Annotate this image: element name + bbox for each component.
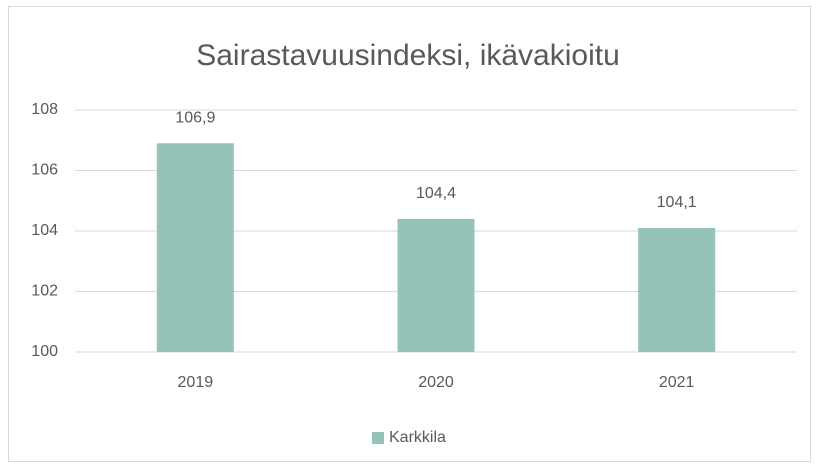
- x-tick-label: 2019: [178, 374, 214, 391]
- bar: [397, 218, 475, 352]
- chart-title: Sairastavuusindeksi, ikävakioitu: [196, 39, 620, 72]
- data-label: 104,1: [657, 194, 697, 211]
- data-label: 106,9: [175, 109, 215, 126]
- x-tick-label: 2021: [659, 374, 695, 391]
- x-tick-label: 2020: [418, 374, 454, 391]
- bar: [156, 143, 234, 352]
- y-tick-label: 108: [31, 101, 58, 118]
- y-tick-label: 104: [31, 222, 58, 239]
- legend-swatch: [372, 432, 384, 444]
- legend-label: Karkkila: [389, 429, 446, 446]
- y-tick-label: 100: [31, 343, 58, 360]
- y-tick-label: 102: [31, 283, 58, 300]
- y-tick-label: 106: [31, 162, 58, 179]
- data-label: 104,4: [416, 185, 456, 202]
- bar: [638, 227, 716, 352]
